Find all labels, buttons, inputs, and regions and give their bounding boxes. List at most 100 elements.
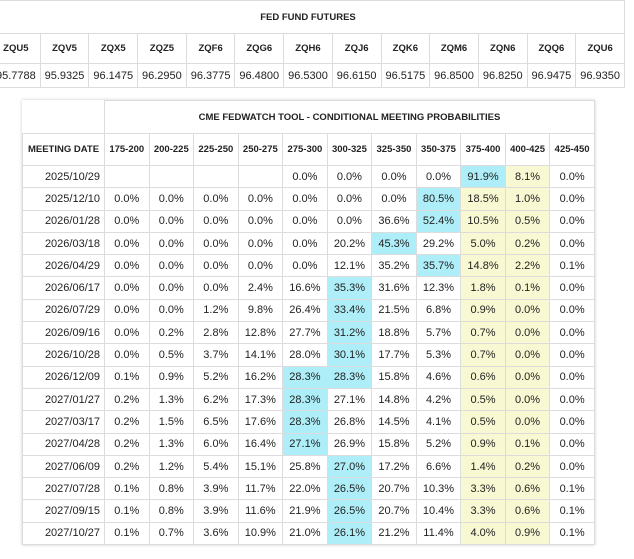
probability-cell: 0.7%	[460, 321, 506, 345]
probability-cell: 0.1%	[549, 254, 595, 278]
probability-cell: 0.0%	[104, 343, 150, 367]
column-header: MEETING DATE	[22, 133, 105, 166]
probability-cell: 2.2%	[504, 254, 551, 278]
probability-cell: 6.2%	[193, 387, 239, 412]
probability-cell: 0.2%	[104, 432, 150, 456]
probability-cell: 27.0%	[326, 454, 373, 479]
probability-cell: 0.0%	[549, 387, 595, 412]
probability-cell: 0.0%	[282, 254, 328, 278]
probability-cell: 1.4%	[460, 454, 506, 479]
probability-cell: 15.8%	[371, 365, 417, 389]
probability-cell: 35.3%	[326, 276, 373, 300]
probability-cell: 0.1%	[104, 365, 150, 389]
probability-cell: 14.8%	[460, 254, 506, 278]
probability-cell: 0.1%	[549, 499, 595, 523]
probability-cell: 14.5%	[371, 410, 417, 434]
meeting-date: 2027/03/17	[22, 410, 105, 434]
table-row: 2026/03/18 0.0% 0.0% 0.0% 0.0% 0.0% 20.2% 45.3%…	[22, 231, 595, 256]
probability-cell: 52.4%	[415, 209, 462, 233]
probability-cell: 0.0%	[237, 209, 284, 233]
probability-cell: 16.2%	[237, 365, 284, 389]
probability-cell: 21.5%	[371, 298, 417, 323]
probability-cell: 12.8%	[237, 321, 284, 345]
probability-cell: 21.0%	[282, 521, 328, 546]
probability-cell: 1.5%	[148, 410, 195, 434]
probability-cell: 26.5%	[326, 499, 373, 523]
column-header: ZQK6	[380, 33, 431, 64]
probability-cell: 0.0%	[371, 164, 417, 189]
probability-cell: 22.0%	[282, 477, 328, 501]
probability-cell: 4.6%	[415, 365, 462, 389]
probability-cell: 45.3%	[371, 231, 417, 256]
probability-cell: 35.7%	[415, 254, 462, 278]
probability-cell: 0.2%	[504, 454, 551, 479]
probability-cell: 0.5%	[148, 343, 195, 367]
probability-cell: 0.0%	[504, 365, 551, 389]
table-row: 2027/01/27 0.2% 1.3% 6.2% 17.3% 28.3% 27.1% 14.…	[22, 387, 595, 412]
probability-cell: 20.7%	[371, 499, 417, 523]
probability-cell: 21.2%	[371, 521, 417, 546]
price-cell: 96.1475	[88, 63, 139, 88]
table-row: 2026/06/17 0.0% 0.0% 0.0% 2.4% 16.6% 35.3% 31.6…	[22, 276, 595, 300]
meeting-date: 2026/04/29	[22, 254, 105, 278]
price-cell: 96.9350	[575, 63, 625, 88]
table-row: 2026/01/28 0.0% 0.0% 0.0% 0.0% 0.0% 0.0% 36.6% 5…	[22, 209, 595, 233]
probability-cell: 0.0%	[549, 231, 595, 256]
probability-cell: 6.8%	[415, 298, 462, 323]
probability-cell: 21.9%	[282, 499, 328, 523]
probability-cell: 26.4%	[282, 298, 328, 323]
probability-cell: 26.1%	[326, 521, 373, 546]
probability-cell: 0.0%	[504, 387, 551, 412]
probability-cell: 28.3%	[282, 387, 328, 412]
probability-cell: 0.7%	[148, 521, 195, 546]
probability-cell: 0.0%	[148, 231, 195, 256]
table-row: 2025/10/29 0.0% 0.0% 0.0% 0.0% 91.9% 8.1% 0.0%	[22, 164, 595, 189]
probability-cell: 1.0%	[504, 187, 551, 211]
probability-cell: 5.3%	[415, 343, 462, 367]
probability-cell: 0.0%	[148, 298, 195, 323]
probability-cell: 27.7%	[282, 321, 328, 345]
probability-cell: 0.6%	[460, 365, 506, 389]
probability-cell: 1.3%	[148, 432, 195, 456]
table-row: 2026/07/29 0.0% 0.0% 1.2% 9.8% 26.4% 33.4% 21.5…	[22, 298, 595, 323]
column-header: ZQX5	[88, 33, 139, 64]
column-header: 325-350	[371, 133, 417, 166]
column-header: 350-375	[415, 133, 462, 166]
probability-cell: 0.9%	[504, 521, 551, 546]
probability-cell: 0.0%	[237, 254, 284, 278]
column-header: ZQG6	[234, 33, 285, 64]
table-row: 2026/04/29 0.0% 0.0% 0.0% 0.0% 0.0% 12.1% 35.2%…	[22, 254, 595, 278]
probability-cell: 0.0%	[237, 231, 284, 256]
probability-cell: 17.7%	[371, 343, 417, 367]
probability-cell: 16.4%	[237, 432, 284, 456]
column-header: ZQF6	[185, 33, 236, 64]
probability-cell	[148, 164, 195, 189]
probability-cell: 91.9%	[460, 164, 506, 189]
column-header: 300-325	[326, 133, 373, 166]
probability-cell: 0.0%	[282, 187, 328, 211]
probability-cell: 17.3%	[237, 387, 284, 412]
column-header: ZQU6	[575, 33, 625, 64]
probability-cell: 31.6%	[371, 276, 417, 300]
column-header: ZQU5	[0, 33, 41, 64]
probability-cell	[104, 164, 150, 189]
column-header: 425-450	[549, 133, 595, 166]
price-cell: 96.3775	[185, 63, 236, 88]
table-row: 2026/12/09 0.1% 0.9% 5.2% 16.2% 28.3% 28.3% 15.…	[22, 365, 595, 389]
probability-cell: 0.0%	[549, 343, 595, 367]
table-row: 2026/09/16 0.0% 0.2% 2.8% 12.8% 27.7% 31.2% 18.…	[22, 321, 595, 345]
probability-cell: 10.4%	[415, 499, 462, 523]
fed-fund-futures-table: FED FUND FUTURES ZQU5 ZQV5 ZQX5 ZQZ5 ZQF6 ZQG…	[0, 0, 625, 88]
probability-cell: 5.2%	[415, 432, 462, 456]
column-header: ZQH6	[283, 33, 333, 64]
column-header: 225-250	[193, 133, 239, 166]
probability-cell: 0.0%	[504, 343, 551, 367]
table-title: FED FUND FUTURES	[0, 0, 625, 34]
probability-cell: 0.0%	[193, 276, 239, 300]
probability-cell: 3.9%	[193, 477, 239, 501]
probability-cell: 18.5%	[460, 187, 506, 211]
price-cell: 95.7788	[0, 63, 41, 88]
probability-cell: 0.1%	[504, 276, 551, 300]
probability-cell: 0.0%	[104, 321, 150, 345]
probability-cell: 17.2%	[371, 454, 417, 479]
